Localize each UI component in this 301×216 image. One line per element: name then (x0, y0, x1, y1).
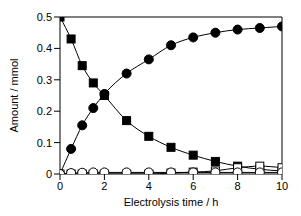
svg-text:6: 6 (190, 180, 196, 192)
svg-text:8: 8 (235, 180, 241, 192)
svg-text:0.3: 0.3 (37, 74, 52, 86)
svg-text:4: 4 (146, 180, 152, 192)
svg-text:2: 2 (101, 180, 107, 192)
svg-text:0: 0 (57, 180, 63, 192)
svg-text:Electrolysis time / h: Electrolysis time / h (124, 196, 219, 208)
svg-text:0.1: 0.1 (37, 137, 52, 149)
svg-text:0.4: 0.4 (37, 42, 52, 54)
svg-text:10: 10 (276, 180, 288, 192)
svg-text:0.5: 0.5 (37, 11, 52, 23)
svg-text:0: 0 (46, 168, 52, 180)
svg-text:0.2: 0.2 (37, 105, 52, 117)
svg-text:Amount / mmol: Amount / mmol (8, 59, 20, 133)
